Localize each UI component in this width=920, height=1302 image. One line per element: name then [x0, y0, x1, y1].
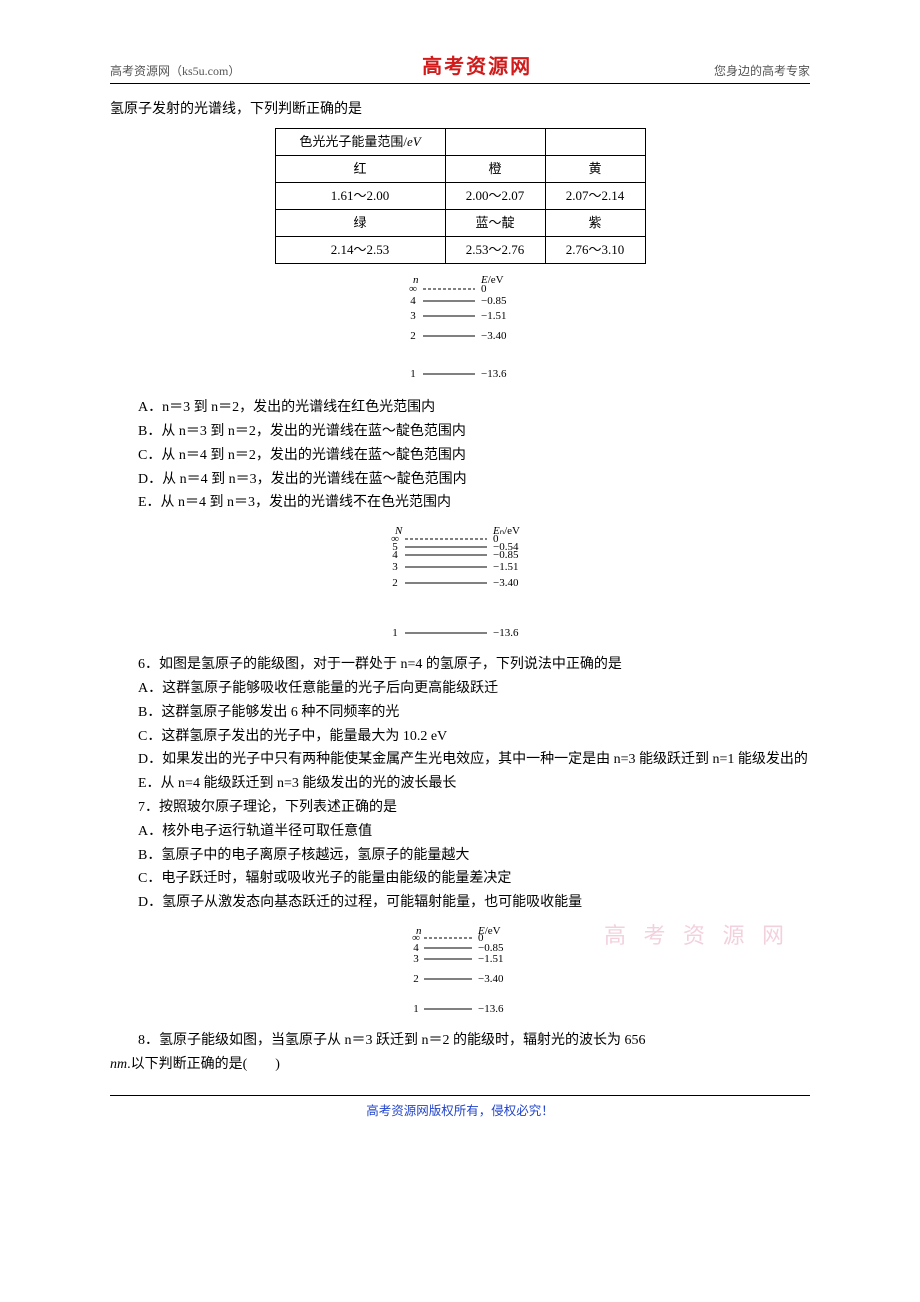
q7-option-d: D．氢原子从激发态向基态跃迁的过程，可能辐射能量，也可能吸收能量	[110, 891, 810, 915]
svg-text:1: 1	[413, 1003, 419, 1015]
table-cell: 2.00～2.07	[445, 182, 545, 209]
q6-stem: 6．如图是氢原子的能级图，对于一群处于 n=4 的氢原子，下列说法中正确的是	[110, 653, 810, 677]
q5-option-c: C．从 n＝4 到 n＝2，发出的光谱线在蓝～靛色范围内	[110, 444, 810, 468]
q6-option-e: E．从 n=4 能级跃迁到 n=3 能级发出的光的波长最长	[110, 772, 810, 796]
energy-level-diagram-2: NEₙ/eV∞05−0.544−0.853−1.512−3.401−13.6	[375, 525, 545, 643]
table-cell: 2.14～2.53	[275, 237, 445, 264]
svg-text:1: 1	[410, 368, 416, 380]
table-cell: 红	[275, 155, 445, 182]
q5-option-a: A．n＝3 到 n＝2，发出的光谱线在红色光范围内	[110, 396, 810, 420]
table-cell: 紫	[545, 210, 645, 237]
table-cell: 2.53～2.76	[445, 237, 545, 264]
table-cell	[445, 128, 545, 155]
table-cell: 色光光子能量范围/eV	[275, 128, 445, 155]
svg-text:−1.51: −1.51	[481, 310, 506, 322]
svg-text:4: 4	[392, 549, 398, 561]
page-footer: 高考资源网版权所有，侵权必究！	[110, 1095, 810, 1119]
table-cell: 2.07～2.14	[545, 182, 645, 209]
table-cell: 蓝～靛	[445, 210, 545, 237]
svg-text:4: 4	[410, 295, 416, 307]
svg-text:1: 1	[392, 627, 398, 639]
svg-text:3: 3	[392, 561, 398, 573]
energy-level-diagram-1: nE/eV∞04−0.853−1.512−3.401−13.6	[395, 274, 525, 386]
table-cell: 绿	[275, 210, 445, 237]
svg-text:0: 0	[481, 283, 487, 295]
svg-text:−0.85: −0.85	[493, 549, 519, 561]
content-body: 氢原子发射的光谱线，下列判断正确的是 色光光子能量范围/eV红橙黄 1.61～2.…	[110, 98, 810, 1077]
table-cell	[545, 128, 645, 155]
svg-text:−3.40: −3.40	[481, 330, 507, 342]
q6-option-a: A．这群氢原子能够吸收任意能量的光子后向更高能级跃迁	[110, 677, 810, 701]
q7-stem: 7．按照玻尔原子理论，下列表述正确的是	[110, 796, 810, 820]
color-photon-table: 色光光子能量范围/eV红橙黄 1.61～2.002.00～2.072.07～2.1…	[275, 128, 646, 264]
svg-text:−13.6: −13.6	[478, 1003, 504, 1015]
q5-option-d: D．从 n＝4 到 n＝3，发出的光谱线在蓝～靛色范围内	[110, 468, 810, 492]
q7-option-c: C．电子跃迁时，辐射或吸收光子的能量由能级的能量差决定	[110, 867, 810, 891]
q5-option-b: B．从 n＝3 到 n＝2，发出的光谱线在蓝～靛色范围内	[110, 420, 810, 444]
q5-option-e: E．从 n＝4 到 n＝3，发出的光谱线不在色光范围内	[110, 491, 810, 515]
svg-text:−3.40: −3.40	[478, 973, 504, 985]
q8-stem-line1: 8．氢原子能级如图，当氢原子从 n＝3 跃迁到 n＝2 的能级时，辐射光的波长为…	[110, 1029, 810, 1053]
q7-option-b: B．氢原子中的电子离原子核越远，氢原子的能量越大	[110, 844, 810, 868]
svg-text:2: 2	[392, 577, 398, 589]
svg-text:3: 3	[410, 310, 416, 322]
page-header: 高考资源网（ks5u.com） 高考资源网 您身边的高考专家	[110, 50, 810, 84]
q6-option-c: C．这群氢原子发出的光子中，能量最大为 10.2 eV	[110, 725, 810, 749]
svg-text:3: 3	[413, 953, 419, 965]
q6-option-b: B．这群氢原子能够发出 6 种不同频率的光	[110, 701, 810, 725]
svg-text:2: 2	[410, 330, 416, 342]
header-left-text: 高考资源网（ks5u.com）	[110, 62, 240, 79]
table-cell: 1.61～2.00	[275, 182, 445, 209]
header-right-text: 您身边的高考专家	[714, 62, 810, 79]
svg-text:2: 2	[413, 973, 419, 985]
q7-option-a: A．核外电子运行轨道半径可取任意值	[110, 820, 810, 844]
svg-text:−3.40: −3.40	[493, 577, 519, 589]
svg-text:−1.51: −1.51	[493, 561, 518, 573]
q6-option-d: D．如果发出的光子中只有两种能使某金属产生光电效应，其中一种一定是由 n=3 能…	[110, 748, 810, 772]
svg-text:−0.85: −0.85	[481, 295, 507, 307]
svg-text:−13.6: −13.6	[493, 627, 519, 639]
table-cell: 黄	[545, 155, 645, 182]
energy-level-diagram-3: nE/eV∞04−0.853−1.512−3.401−13.6	[398, 925, 523, 1019]
q8-stem-line2: nm.以下判断正确的是( )	[110, 1053, 810, 1077]
q5-intro: 氢原子发射的光谱线，下列判断正确的是	[110, 98, 810, 122]
table-cell: 2.76～3.10	[545, 237, 645, 264]
table-cell: 橙	[445, 155, 545, 182]
svg-text:∞: ∞	[409, 283, 417, 295]
svg-text:−13.6: −13.6	[481, 368, 507, 380]
svg-text:−1.51: −1.51	[478, 953, 503, 965]
header-center-title: 高考资源网	[422, 50, 532, 79]
